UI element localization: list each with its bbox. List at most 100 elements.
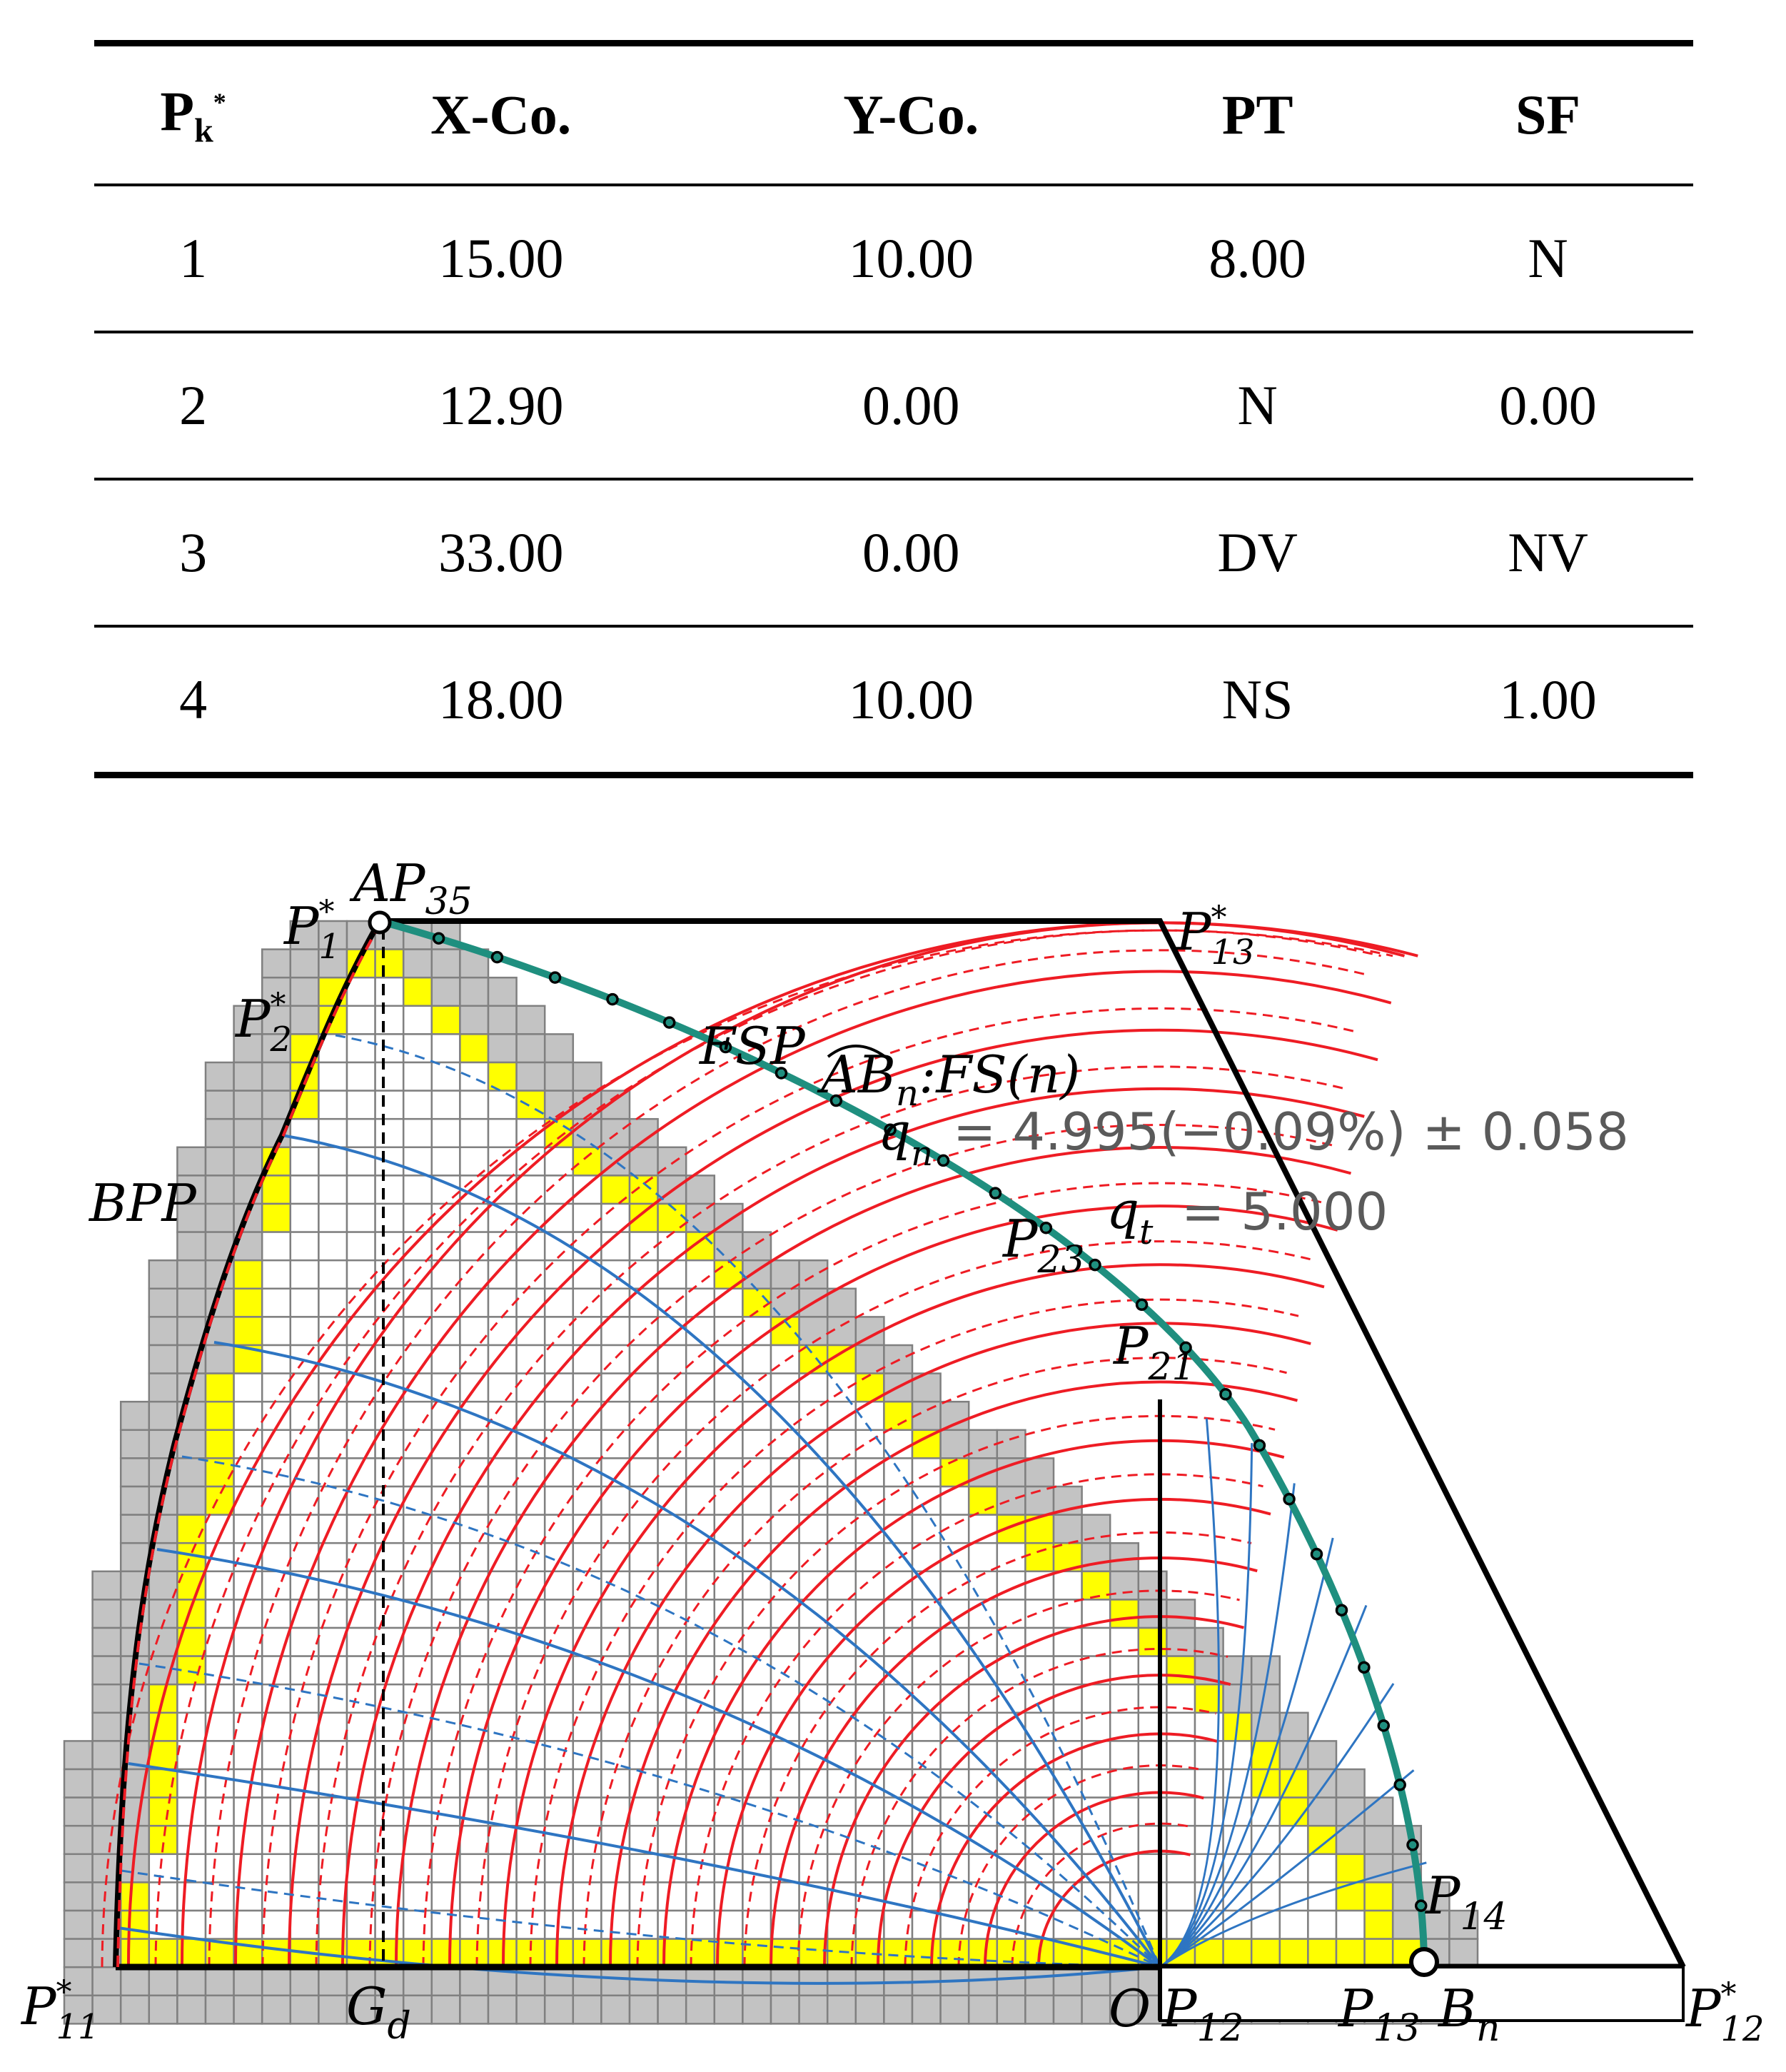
header-sf: SF [1515, 84, 1581, 146]
mesh-cell [63, 1740, 94, 1771]
mesh-cell [1250, 1740, 1281, 1771]
mesh-cell [939, 1570, 970, 1601]
mesh-cell [1363, 1909, 1394, 1940]
mesh-cell [430, 1655, 461, 1686]
mesh-cell [374, 1909, 405, 1940]
mesh-cell [742, 1994, 772, 2025]
mesh-cell [289, 1259, 320, 1290]
red-curve [448, 1205, 1338, 1968]
mesh-cell [402, 1909, 433, 1940]
label-p2: P* 2 [234, 987, 292, 1060]
mesh-cell [911, 1994, 942, 2025]
mesh-cell [204, 1485, 235, 1516]
mesh-cell [402, 1117, 433, 1149]
mesh-cell [572, 1175, 602, 1205]
mesh-cell [289, 1175, 320, 1205]
mesh-cell [742, 1938, 772, 1968]
mesh-cell [685, 1259, 716, 1290]
blue-curve [1159, 1483, 1296, 1968]
blue-dashed-curve [138, 1662, 1161, 1968]
mesh-cell [318, 1966, 348, 1997]
mesh-cell [515, 1457, 546, 1488]
mesh-cell [798, 1768, 829, 1799]
mesh-cell [770, 1938, 800, 1968]
mesh-cell [883, 1655, 914, 1686]
mesh-cell [91, 1824, 122, 1856]
mesh-cell [798, 1966, 829, 1997]
label-p13-star: P* 13 [1175, 900, 1255, 972]
mesh-cell [289, 1994, 320, 2025]
mesh-cell [148, 1400, 178, 1432]
surface-point [1358, 1661, 1371, 1674]
mesh-cell [233, 1090, 263, 1120]
mesh-cell [233, 1824, 263, 1856]
mesh-cell [148, 1796, 178, 1827]
surface-point [1335, 1604, 1348, 1616]
mesh-cell [487, 1175, 518, 1205]
mesh-cell [289, 1202, 320, 1233]
mesh-cell [318, 1372, 348, 1403]
mesh-cell [289, 1231, 320, 1262]
mesh-cell [572, 1966, 602, 1997]
mesh-cell [148, 1938, 178, 1968]
mesh-cell [1109, 1796, 1140, 1827]
mesh-cell [318, 1542, 348, 1573]
mesh-cell [883, 1570, 914, 1601]
mesh-cell [1335, 1768, 1366, 1799]
mesh-cell [1194, 1768, 1224, 1799]
mesh-cell [770, 1683, 800, 1714]
mesh-cell [459, 1938, 490, 1968]
mesh-cell [967, 1683, 999, 1714]
mesh-cell [742, 1740, 772, 1771]
mesh-cell [233, 1400, 263, 1432]
mesh-cell [402, 1429, 433, 1459]
mesh-cell [1109, 1570, 1140, 1601]
mesh-cell [289, 1966, 320, 1997]
label-fsp: FSP [698, 1016, 806, 1076]
mesh-cell [1052, 1824, 1083, 1856]
mesh-cell [233, 1711, 263, 1742]
red-dashed-curve [1011, 1822, 1193, 1968]
mesh-cell [657, 1372, 687, 1403]
mesh-cell [1109, 1740, 1140, 1771]
mesh-cell [459, 1316, 490, 1347]
mesh-cell [318, 1175, 348, 1205]
mesh-cell [430, 1796, 461, 1827]
mesh-cell [742, 1514, 772, 1544]
surface-point [606, 992, 619, 1006]
blue-curve [1159, 1537, 1334, 1968]
mesh-cell [798, 1909, 829, 1940]
mesh-cell [911, 1853, 942, 1884]
mesh-cell [402, 1853, 433, 1884]
blue-curve [1159, 1769, 1415, 1968]
mesh-cell [770, 1259, 800, 1290]
label-qt: qt [1106, 1180, 1154, 1252]
surface-point [937, 1154, 950, 1167]
table-header-row: Pk* X-Co. Y-Co. PT SF [94, 43, 1693, 185]
mesh-cell [1052, 1909, 1083, 1940]
mesh-cell [261, 1485, 292, 1516]
mesh-cell [119, 1429, 151, 1459]
mesh-cell [600, 1372, 631, 1403]
mesh-cell [430, 1740, 461, 1771]
red-dashed-curve [850, 1647, 1228, 1968]
label-p23: P23 [1002, 1209, 1085, 1282]
table-row: 1 15.00 10.00 8.00 N [94, 185, 1693, 332]
mesh-cell [713, 1655, 744, 1686]
red-dashed-curve [529, 1298, 1299, 1968]
mesh-cell [798, 1994, 829, 2025]
red-dashed-curve [208, 949, 1370, 1968]
mesh-cell [1222, 1655, 1253, 1686]
mesh-cell [430, 1231, 461, 1262]
mesh-cell [1250, 1796, 1281, 1827]
mesh-cell [515, 1881, 546, 1912]
mesh-cell [176, 1231, 207, 1262]
mesh-cell [119, 1400, 151, 1432]
mesh-cell [543, 1966, 575, 1997]
mesh-cell [430, 1202, 461, 1233]
mesh-cell [345, 1033, 376, 1064]
mesh-cell [345, 1316, 376, 1347]
mesh-cell [204, 1514, 235, 1544]
mesh-cell [798, 1316, 829, 1347]
red-dashed-curve [315, 1065, 1346, 1968]
